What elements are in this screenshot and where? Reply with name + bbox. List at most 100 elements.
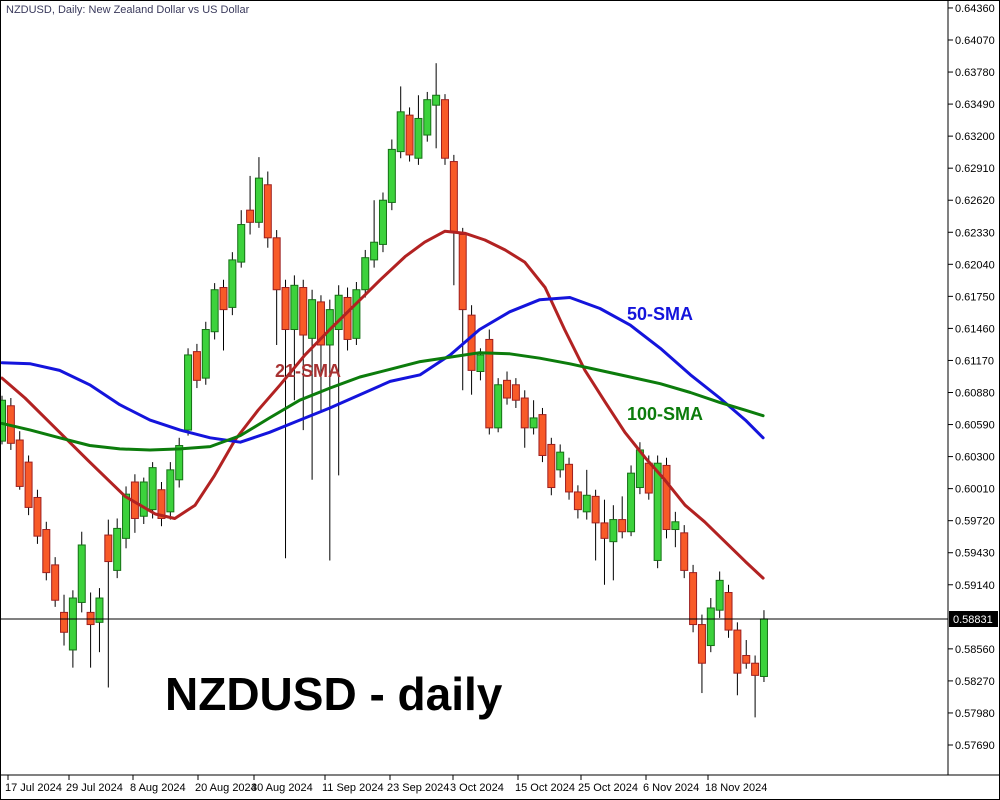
bull-candle bbox=[387, 139, 396, 211]
price-label: 0.60300 bbox=[955, 452, 995, 464]
time-label: 29 Jul 2024 bbox=[66, 782, 123, 794]
bear-candle bbox=[697, 614, 706, 694]
sma100-label: 100-SMA bbox=[627, 404, 703, 424]
candle-body bbox=[42, 529, 51, 574]
candle-body bbox=[751, 662, 760, 676]
bull-candle bbox=[759, 610, 768, 683]
candle-body bbox=[432, 94, 441, 106]
price-label: 0.61170 bbox=[955, 355, 994, 367]
candle-body bbox=[520, 397, 529, 429]
sma21-label: 21-SMA bbox=[275, 361, 341, 381]
candle-body bbox=[653, 462, 662, 561]
candle-body bbox=[192, 351, 201, 381]
candle-body bbox=[494, 384, 503, 429]
bull-candle bbox=[210, 283, 219, 340]
candle-body bbox=[706, 607, 715, 647]
bear-candle bbox=[405, 107, 414, 162]
candle-body bbox=[104, 534, 113, 563]
bull-candle bbox=[352, 281, 361, 345]
sma-lines-layer bbox=[0, 229, 765, 580]
candle-body bbox=[414, 117, 423, 159]
candle-body bbox=[680, 532, 689, 571]
time-label: 6 Nov 2024 bbox=[643, 782, 699, 794]
bear-candle bbox=[618, 496, 627, 539]
bull-candle bbox=[556, 444, 565, 478]
candle-body bbox=[627, 472, 636, 533]
candle-body bbox=[565, 463, 574, 493]
candle-body bbox=[343, 296, 352, 340]
time-label: 30 Aug 2024 bbox=[251, 782, 313, 794]
bear-candle bbox=[600, 499, 609, 585]
candle-body bbox=[370, 241, 379, 261]
time-label: 20 Aug 2024 bbox=[195, 782, 257, 794]
bull-candle bbox=[334, 285, 343, 476]
candle-body bbox=[308, 299, 317, 339]
chart-watermark: NZDUSD - daily bbox=[165, 668, 503, 720]
bull-candle bbox=[77, 531, 86, 613]
candle-body bbox=[219, 287, 228, 311]
candle-body bbox=[511, 384, 520, 401]
bear-candle bbox=[467, 305, 476, 395]
time-label: 25 Oct 2024 bbox=[578, 782, 638, 794]
candle-body bbox=[263, 184, 272, 239]
bull-candle bbox=[184, 348, 193, 436]
candles-layer bbox=[0, 63, 768, 718]
candle-body bbox=[361, 257, 370, 291]
price-scale[interactable]: 0.64360 0.64070 0.63780 0.63490 0.63200 0.629… bbox=[947, 0, 998, 775]
bull-candle bbox=[423, 91, 432, 142]
candle-body bbox=[689, 572, 698, 626]
time-label: 15 Oct 2024 bbox=[515, 782, 575, 794]
candle-body bbox=[184, 354, 193, 431]
bull-candle bbox=[378, 192, 387, 253]
candle-body bbox=[95, 597, 104, 623]
bull-candle bbox=[308, 289, 317, 480]
candle-body bbox=[600, 522, 609, 539]
bull-candle bbox=[113, 518, 122, 579]
time-label: 23 Sep 2024 bbox=[387, 782, 449, 794]
candle-body bbox=[210, 289, 219, 333]
candle-body bbox=[175, 445, 184, 481]
candle-body bbox=[547, 443, 556, 489]
candle-body bbox=[485, 338, 494, 429]
candle-body bbox=[715, 579, 724, 611]
bull-candle bbox=[414, 95, 423, 165]
candle-body bbox=[148, 467, 157, 511]
bear-candle bbox=[246, 175, 255, 235]
candle-body bbox=[396, 111, 405, 153]
bull-candle bbox=[95, 588, 104, 653]
candle-body bbox=[405, 114, 414, 156]
candle-body bbox=[733, 629, 742, 674]
candle-body bbox=[556, 451, 565, 471]
bull-candle bbox=[0, 395, 6, 445]
bull-candle bbox=[237, 210, 246, 268]
candle-body bbox=[60, 611, 69, 633]
bear-candle bbox=[511, 378, 520, 408]
bear-candle bbox=[485, 329, 494, 435]
candle-body bbox=[237, 224, 246, 263]
price-label: 0.58270 bbox=[955, 676, 995, 688]
bear-candle bbox=[689, 564, 698, 633]
price-label: 0.60880 bbox=[955, 387, 995, 399]
bear-candle bbox=[192, 343, 201, 389]
candle-body bbox=[290, 284, 299, 331]
price-label: 0.62910 bbox=[955, 163, 995, 175]
time-label: 18 Nov 2024 bbox=[705, 782, 767, 794]
time-scale[interactable]: 17 Jul 2024 29 Jul 2024 8 Aug 2024 20 Aug 2… bbox=[0, 774, 1000, 794]
bull-candle bbox=[671, 511, 680, 548]
bull-candle bbox=[715, 571, 724, 618]
candle-body bbox=[609, 519, 618, 543]
bull-candle bbox=[166, 462, 175, 520]
candle-body bbox=[644, 462, 653, 494]
candle-body bbox=[742, 654, 751, 664]
bear-candle bbox=[662, 457, 671, 539]
bear-candle bbox=[281, 279, 290, 559]
candle-body bbox=[139, 481, 148, 517]
candle-body bbox=[246, 209, 255, 223]
candle-body bbox=[378, 199, 387, 245]
bull-candle bbox=[68, 590, 77, 668]
candle-body bbox=[662, 464, 671, 531]
bear-candle bbox=[272, 230, 281, 345]
bull-candle bbox=[148, 462, 157, 519]
